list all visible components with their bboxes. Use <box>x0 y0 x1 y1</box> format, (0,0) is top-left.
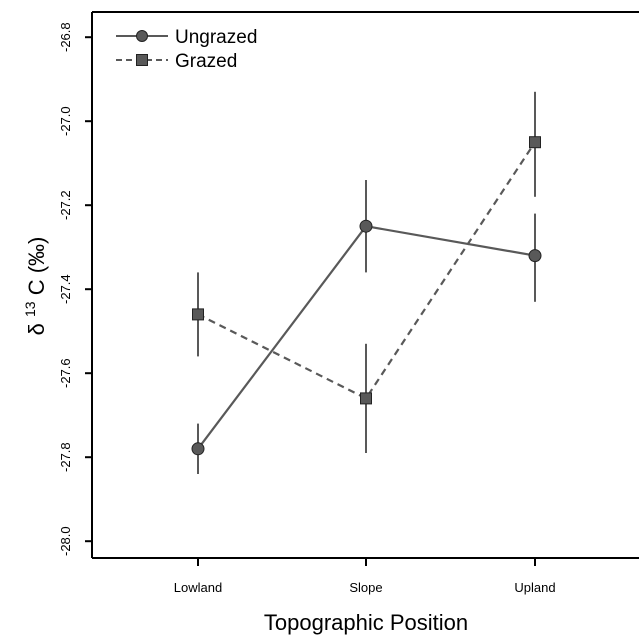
legend-marker-grazed <box>136 54 148 66</box>
legend-label-ungrazed: Ungrazed <box>175 27 257 48</box>
x-tick-label: Slope <box>349 580 382 595</box>
x-axis-label: Topographic Position <box>264 610 468 635</box>
series <box>191 91 542 474</box>
x-tick-label: Lowland <box>174 580 222 595</box>
data-point-ungrazed <box>528 249 542 263</box>
y-tick-label: -27.0 <box>58 106 73 136</box>
legend-label-grazed: Grazed <box>175 51 237 72</box>
data-point-grazed <box>529 136 541 149</box>
y-tick-label: -27.4 <box>58 274 73 304</box>
y-tick-label: -27.2 <box>58 190 73 220</box>
x-ticks: Lowland Slope Upland <box>174 558 556 595</box>
y-axis-label: δ 13 C (‰) <box>15 237 49 336</box>
y-ticks: -28.0 -27.8 -27.6 -27.4 -27.2 -27.0 -26.8 <box>58 22 92 556</box>
y-tick-label: -26.8 <box>58 22 73 52</box>
data-point-ungrazed <box>191 442 205 456</box>
y-tick-label: -27.6 <box>58 358 73 388</box>
data-point-ungrazed <box>359 219 373 233</box>
y-axis-label-main: C (‰) <box>24 237 49 296</box>
x-tick-label: Upland <box>514 580 555 595</box>
axes <box>91 11 639 559</box>
y-tick-label: -28.0 <box>58 526 73 556</box>
series-line-grazed <box>197 141 536 400</box>
legend: Ungrazed Grazed <box>116 27 257 72</box>
data-point-grazed <box>360 392 372 405</box>
legend-marker-ungrazed <box>136 30 148 42</box>
y-axis-label-superscript: 13 <box>22 301 38 317</box>
y-tick-label: -27.8 <box>58 442 73 472</box>
data-point-grazed <box>192 308 204 321</box>
y-axis-label-delta: δ <box>24 323 49 335</box>
